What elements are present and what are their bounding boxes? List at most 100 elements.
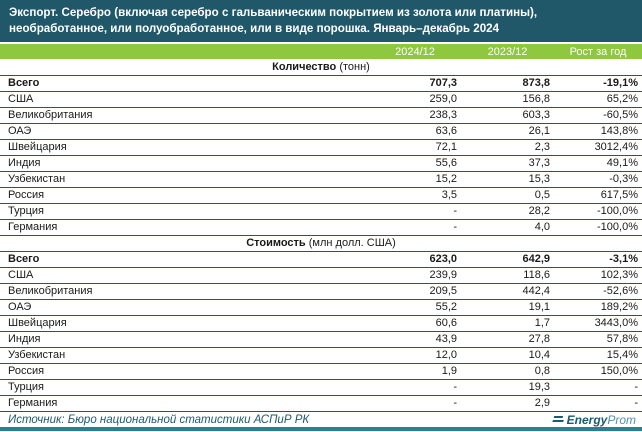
column-header-row: 2024/12 2023/12 Рост за год: [0, 44, 642, 59]
title-divider: [0, 42, 642, 44]
bottom-accent-bar: [0, 427, 642, 431]
table-row: Швейцария 60,6 1,7 3443,0%: [0, 315, 642, 332]
country-label: Узбекистан: [0, 347, 369, 364]
value-2024: 238,3: [369, 107, 461, 124]
value-2024: 55,6: [369, 155, 461, 172]
country-label: Всего: [0, 75, 369, 92]
source-note: Источник: Бюро национальной статистики А…: [8, 414, 310, 426]
value-2023: 442,4: [461, 283, 554, 300]
country-label: ОАЭ: [0, 299, 369, 316]
table-row: Всего 707,3 873,8 -19,1%: [0, 75, 642, 92]
growth-value: 57,8%: [554, 331, 642, 348]
value-2024: 72,1: [369, 139, 461, 156]
column-header-2024: 2024/12: [369, 44, 461, 59]
growth-value: -19,1%: [554, 75, 642, 92]
country-label: Узбекистан: [0, 171, 369, 188]
value-2023: 28,2: [461, 203, 554, 220]
value-2023: 0,8: [461, 363, 554, 380]
value-2024: 3,5: [369, 187, 461, 204]
value-2024: 623,0: [369, 251, 461, 268]
value-2024: 15,2: [369, 171, 461, 188]
value-2024: 209,5: [369, 283, 461, 300]
growth-value: -: [554, 395, 642, 412]
value-2023: 603,3: [461, 107, 554, 124]
export-table: 2024/12 2023/12 Рост за год Количество (…: [0, 44, 642, 412]
country-label: ОАЭ: [0, 123, 369, 140]
growth-value: 189,2%: [554, 299, 642, 316]
country-label: Индия: [0, 331, 369, 348]
table-row: ОАЭ 63,6 26,1 143,8%: [0, 123, 642, 140]
value-2024: 239,9: [369, 267, 461, 284]
section-header-row: Количество (тонн): [0, 59, 642, 76]
growth-value: 3443,0%: [554, 315, 642, 332]
country-label: Россия: [0, 187, 369, 204]
growth-value: 65,2%: [554, 91, 642, 108]
section-header-cell: Количество (тонн): [0, 59, 642, 76]
growth-value: 143,8%: [554, 123, 642, 140]
growth-value: 617,5%: [554, 187, 642, 204]
section-header-row: Стоимость (млн долл. США): [0, 235, 642, 252]
table-row: Турция - 19,3 -: [0, 379, 642, 396]
growth-value: 15,4%: [554, 347, 642, 364]
country-label: Всего: [0, 251, 369, 268]
energyprom-logo: EnergyProm: [551, 413, 636, 427]
value-2023: 37,3: [461, 155, 554, 172]
value-2024: 259,0: [369, 91, 461, 108]
column-header-growth: Рост за год: [554, 44, 642, 59]
growth-value: 3012,4%: [554, 139, 642, 156]
country-label: Германия: [0, 219, 369, 236]
country-label: Великобритания: [0, 283, 369, 300]
growth-value: -100,0%: [554, 203, 642, 220]
country-label: Швейцария: [0, 139, 369, 156]
value-2023: 2,9: [461, 395, 554, 412]
table-row: Германия - 4,0 -100,0%: [0, 219, 642, 236]
table-row: Турция - 28,2 -100,0%: [0, 203, 642, 220]
growth-value: 150,0%: [554, 363, 642, 380]
value-2023: 873,8: [461, 75, 554, 92]
value-2023: 118,6: [461, 267, 554, 284]
value-2024: 1,9: [369, 363, 461, 380]
country-label: США: [0, 267, 369, 284]
report-title: Экспорт. Серебро (включая серебро с галь…: [0, 0, 642, 42]
growth-value: -: [554, 379, 642, 396]
country-label: Турция: [0, 379, 369, 396]
table-row: Россия 3,5 0,5 617,5%: [0, 187, 642, 204]
table-row: Индия 43,9 27,8 57,8%: [0, 331, 642, 348]
growth-value: -0,3%: [554, 171, 642, 188]
value-2023: 15,3: [461, 171, 554, 188]
table-row: Узбекистан 12,0 10,4 15,4%: [0, 347, 642, 364]
country-label: Россия: [0, 363, 369, 380]
value-2023: 4,0: [461, 219, 554, 236]
column-header-2023: 2023/12: [461, 44, 554, 59]
table-row: Великобритания 209,5 442,4 -52,6%: [0, 283, 642, 300]
country-label: Германия: [0, 395, 369, 412]
country-label: Швейцария: [0, 315, 369, 332]
value-2023: 19,1: [461, 299, 554, 316]
section-unit: (млн долл. США): [305, 237, 396, 249]
growth-value: 49,1%: [554, 155, 642, 172]
table-row: США 259,0 156,8 65,2%: [0, 91, 642, 108]
value-2023: 156,8: [461, 91, 554, 108]
footer: Источник: Бюро национальной статистики А…: [0, 412, 642, 429]
growth-value: 102,3%: [554, 267, 642, 284]
country-label: США: [0, 91, 369, 108]
growth-value: -52,6%: [554, 283, 642, 300]
country-label: Турция: [0, 203, 369, 220]
value-2024: 63,6: [369, 123, 461, 140]
value-2023: 642,9: [461, 251, 554, 268]
section-unit: (тонн): [336, 60, 370, 73]
column-header-empty: [0, 44, 369, 59]
section-title: Количество: [272, 60, 337, 73]
value-2024: -: [369, 395, 461, 412]
table-row: Индия 55,6 37,3 49,1%: [0, 155, 642, 172]
growth-value: -60,5%: [554, 107, 642, 124]
value-2024: 707,3: [369, 75, 461, 92]
table-row: Швейцария 72,1 2,3 3012,4%: [0, 139, 642, 156]
section-header-cell: Стоимость (млн долл. США): [0, 235, 642, 252]
value-2023: 2,3: [461, 139, 554, 156]
table-row: Германия - 2,9 -: [0, 395, 642, 412]
value-2023: 27,8: [461, 331, 554, 348]
section-title: Стоимость: [246, 237, 306, 249]
value-2024: -: [369, 203, 461, 220]
